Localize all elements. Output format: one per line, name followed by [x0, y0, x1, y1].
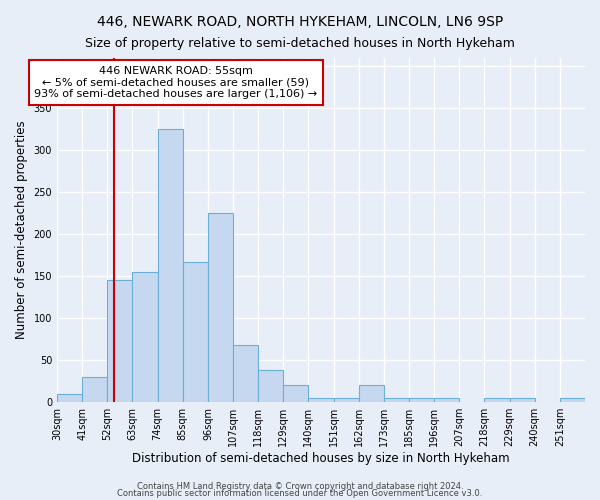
- Bar: [484, 398, 509, 402]
- Bar: [509, 398, 535, 402]
- Bar: [560, 398, 585, 402]
- Text: 446, NEWARK ROAD, NORTH HYKEHAM, LINCOLN, LN6 9SP: 446, NEWARK ROAD, NORTH HYKEHAM, LINCOLN…: [97, 15, 503, 29]
- Bar: [158, 129, 183, 402]
- Bar: [57, 394, 82, 402]
- Bar: [434, 398, 459, 402]
- Bar: [384, 398, 409, 402]
- Text: Contains HM Land Registry data © Crown copyright and database right 2024.: Contains HM Land Registry data © Crown c…: [137, 482, 463, 491]
- Text: Size of property relative to semi-detached houses in North Hykeham: Size of property relative to semi-detach…: [85, 38, 515, 51]
- Bar: [359, 386, 384, 402]
- Bar: [409, 398, 434, 402]
- Bar: [82, 377, 107, 402]
- Y-axis label: Number of semi-detached properties: Number of semi-detached properties: [15, 120, 28, 339]
- Bar: [283, 386, 308, 402]
- Text: Contains public sector information licensed under the Open Government Licence v3: Contains public sector information licen…: [118, 489, 482, 498]
- Text: 446 NEWARK ROAD: 55sqm
← 5% of semi-detached houses are smaller (59)
93% of semi: 446 NEWARK ROAD: 55sqm ← 5% of semi-deta…: [34, 66, 317, 99]
- Bar: [258, 370, 283, 402]
- Bar: [308, 398, 334, 402]
- Bar: [133, 272, 158, 402]
- Bar: [107, 280, 133, 402]
- Bar: [233, 345, 258, 402]
- Bar: [183, 262, 208, 402]
- Bar: [208, 213, 233, 402]
- Bar: [334, 398, 359, 402]
- X-axis label: Distribution of semi-detached houses by size in North Hykeham: Distribution of semi-detached houses by …: [132, 452, 510, 465]
